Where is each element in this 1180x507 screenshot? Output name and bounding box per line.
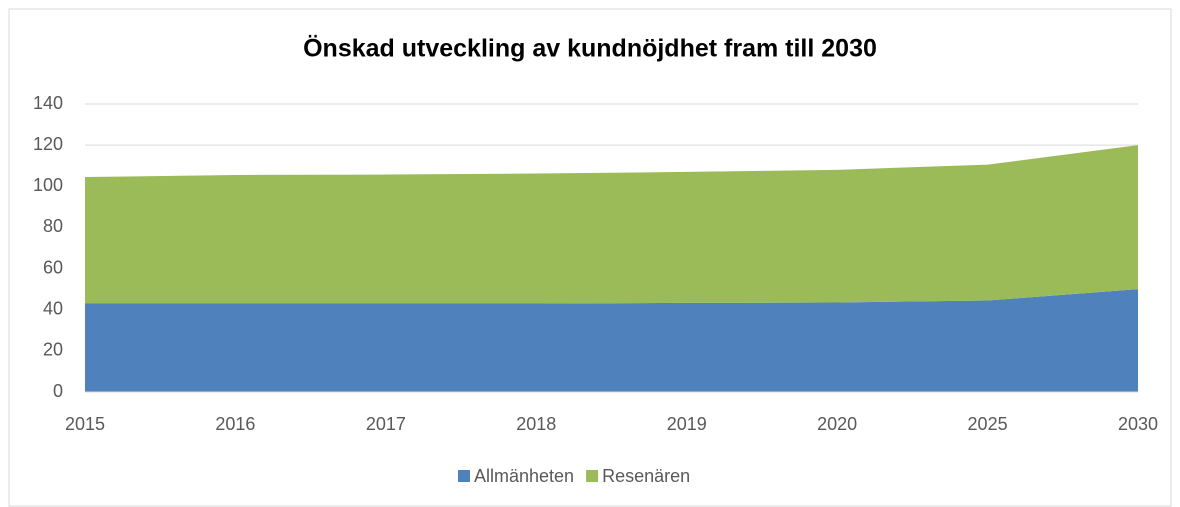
legend-label: Resenären	[602, 466, 690, 486]
x-tick-label: 2020	[817, 414, 857, 434]
y-tick-label: 140	[33, 93, 63, 113]
x-tick-label: 2030	[1118, 414, 1158, 434]
chart-title: Önskad utveckling av kundnöjdhet fram ti…	[303, 34, 877, 63]
legend-swatch	[458, 470, 470, 482]
x-tick-label: 2016	[215, 414, 255, 434]
x-tick-label: 2019	[667, 414, 707, 434]
y-tick-label: 80	[43, 216, 63, 236]
x-tick-label: 2015	[65, 414, 105, 434]
x-tick-label: 2018	[516, 414, 556, 434]
area	[85, 145, 1138, 304]
y-tick-label: 60	[43, 257, 63, 277]
legend-label: Allmänheten	[474, 466, 574, 486]
y-tick-label: 40	[43, 298, 63, 318]
x-tick-label: 2017	[366, 414, 406, 434]
y-tick-label: 100	[33, 175, 63, 195]
y-tick-label: 120	[33, 134, 63, 154]
y-tick-label: 0	[53, 381, 63, 401]
legend-swatch	[586, 470, 599, 482]
x-tick-label: 2025	[968, 414, 1008, 434]
y-tick-label: 20	[43, 340, 63, 360]
area	[85, 289, 1138, 392]
